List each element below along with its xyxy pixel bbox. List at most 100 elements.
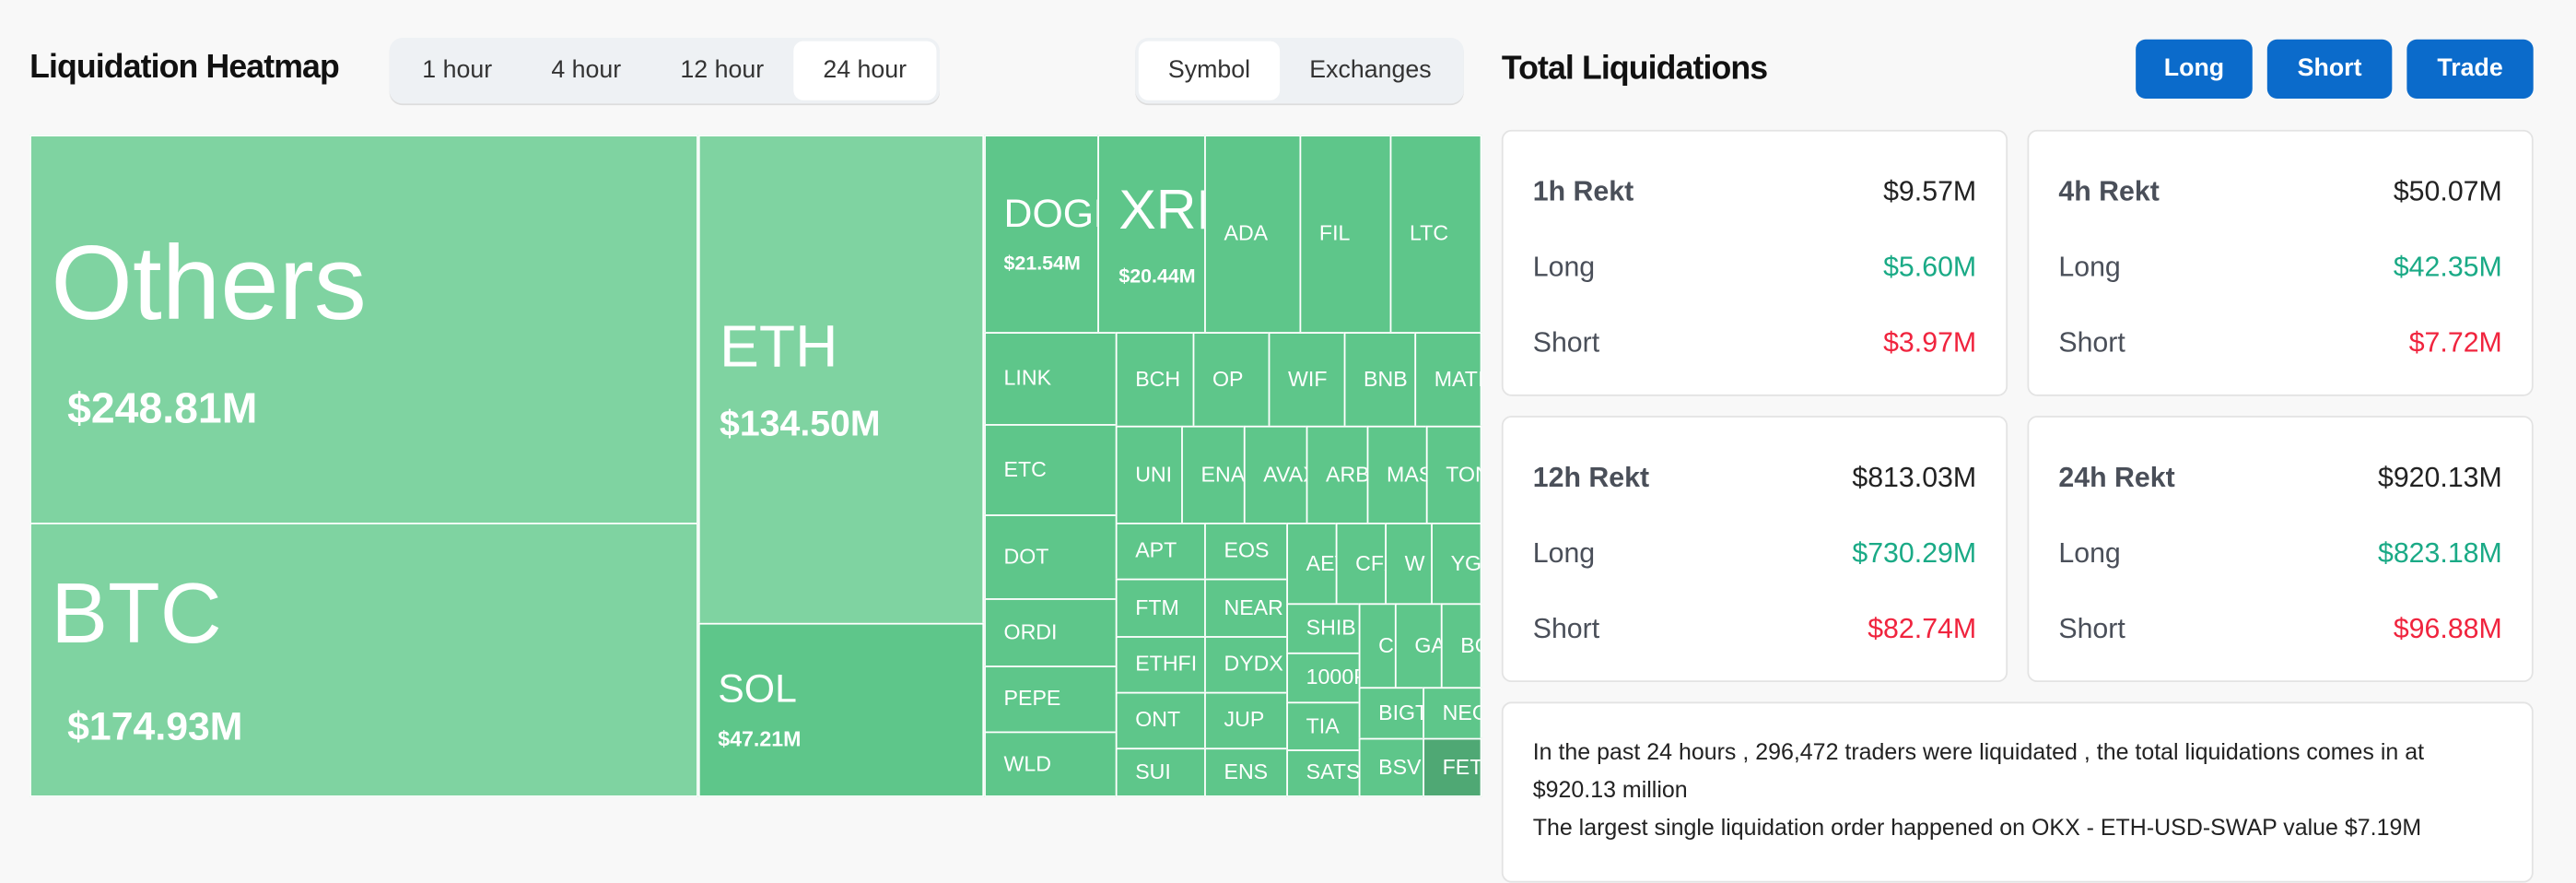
treemap-tile-1000pepe[interactable]: 1000PEPE xyxy=(1286,652,1361,704)
short-row: Short $3.97M xyxy=(1533,327,1976,360)
summary-text: In the past 24 hours , 296,472 traders w… xyxy=(1532,737,2425,803)
treemap-tile-jup[interactable]: JUP xyxy=(1204,691,1289,750)
tab-12-hour[interactable]: 12 hour xyxy=(680,55,765,84)
tab-24-hour[interactable]: 24 hour xyxy=(793,41,937,100)
treemap-tile-fil[interactable]: FIL xyxy=(1299,135,1392,334)
treemap-tile-arb[interactable]: ARB xyxy=(1306,425,1369,524)
treemap-tile-ordi[interactable]: ORDI xyxy=(984,598,1118,667)
tile-symbol: NEO xyxy=(1442,700,1481,725)
treemap-tile-near[interactable]: NEAR xyxy=(1204,578,1289,638)
tile-value: $134.50M xyxy=(720,402,881,444)
treemap-tile-avax[interactable]: AVAX xyxy=(1243,425,1308,524)
treemap-tile-bome[interactable]: BOME xyxy=(1440,603,1482,689)
treemap-tile-eos[interactable]: EOS xyxy=(1204,523,1289,581)
treemap-tile-neo[interactable]: NEO xyxy=(1423,687,1482,740)
tile-symbol: JUP xyxy=(1224,707,1265,733)
treemap-tile-ftm[interactable]: FTM xyxy=(1115,578,1206,638)
short-label: Short xyxy=(1532,326,1600,359)
tab-4-hour[interactable]: 4 hour xyxy=(551,55,622,84)
treemap-tile-ada[interactable]: ADA xyxy=(1204,135,1302,334)
head-label: 4h Rekt xyxy=(2058,175,2160,207)
treemap-tile-matic[interactable]: MATIC xyxy=(1414,332,1482,428)
short-row: Short $7.72M xyxy=(2058,327,2501,360)
tile-symbol: ETH xyxy=(720,312,838,381)
treemap-tile-gala[interactable]: GALA xyxy=(1394,603,1443,689)
treemap-tile-uni[interactable]: UNI xyxy=(1115,425,1183,524)
treemap-tile-shib[interactable]: SHIB xyxy=(1286,603,1361,654)
short-label: Short xyxy=(2058,326,2125,359)
treemap-tile-btc[interactable]: BTC $174.93M xyxy=(29,523,698,797)
treemap-tile-bnb[interactable]: BNB xyxy=(1343,332,1417,428)
treemap-tile-dydx[interactable]: DYDX xyxy=(1204,636,1289,694)
tile-symbol: BNB xyxy=(1364,366,1408,392)
treemap-tile-sol[interactable]: SOL $47.21M xyxy=(697,622,985,797)
treemap-tile-sats[interactable]: SATS xyxy=(1286,749,1361,797)
treemap-tile-sui[interactable]: SUI xyxy=(1115,748,1206,797)
treemap-tile-doge[interactable]: DOGE $21.54M xyxy=(984,135,1099,334)
short-button[interactable]: Short xyxy=(2266,39,2393,99)
short-label: Short xyxy=(2058,613,2125,645)
treemap-tile-etc[interactable]: ETC xyxy=(984,424,1118,516)
treemap-tile-comp[interactable]: COMP xyxy=(1358,603,1397,689)
short-value: $96.88M xyxy=(2393,613,2502,645)
treemap-tile-cfx[interactable]: CFX xyxy=(1335,523,1388,606)
head-value: $9.57M xyxy=(1883,175,1977,207)
treemap-tile-link[interactable]: LINK xyxy=(984,332,1118,426)
long-value: $5.60M xyxy=(1883,251,1977,283)
tile-symbol: BOME xyxy=(1460,632,1480,658)
tile-symbol: AEVO xyxy=(1306,550,1336,575)
tile-symbol: COMP xyxy=(1378,632,1395,658)
treemap-tile-aevo[interactable]: AEVO xyxy=(1286,523,1338,606)
treemap-tile-pepe[interactable]: PEPE xyxy=(984,665,1118,734)
trade-button[interactable]: Trade xyxy=(2406,39,2534,99)
head-value: $813.03M xyxy=(1852,462,1977,493)
treemap-tile-ens[interactable]: ENS xyxy=(1204,748,1289,797)
long-row: Long $42.35M xyxy=(2058,252,2501,285)
tile-symbol: FET xyxy=(1442,754,1482,779)
total-liquidations-title: Total Liquidations xyxy=(1501,51,1768,88)
treemap-tile-dot[interactable]: DOT xyxy=(984,514,1118,600)
head-row: 1h Rekt $9.57M xyxy=(1533,176,1976,209)
treemap-tile-tia[interactable]: TIA xyxy=(1286,701,1361,751)
treemap-tile-eth[interactable]: ETH $134.50M xyxy=(697,135,985,625)
long-value: $730.29M xyxy=(1852,537,1977,569)
treemap-tile-fet[interactable]: FET xyxy=(1423,737,1482,797)
head-value: $50.07M xyxy=(2393,175,2502,207)
short-value: $82.74M xyxy=(1868,613,1977,645)
treemap-tile-ethfi[interactable]: ETHFI xyxy=(1115,636,1206,694)
tile-symbol: UNI xyxy=(1135,461,1173,487)
treemap-tile-xrp[interactable]: XRP $20.44M xyxy=(1097,135,1206,334)
treemap-tile-wld[interactable]: WLD xyxy=(984,731,1118,797)
treemap-tile-apt[interactable]: APT xyxy=(1115,523,1206,581)
treemap-tile-bigtime[interactable]: BIGTIME xyxy=(1358,687,1425,740)
treemap-tile-op[interactable]: OP xyxy=(1192,332,1270,428)
treemap-tile-ena[interactable]: ENA xyxy=(1181,425,1246,524)
summary-card: In the past 24 hours , 296,472 traders w… xyxy=(1501,701,2534,883)
tile-value: $21.54M xyxy=(1003,251,1081,275)
tab-1-hour[interactable]: 1 hour xyxy=(422,55,493,84)
treemap-tile-ont[interactable]: ONT xyxy=(1115,691,1206,750)
treemap-tile-w[interactable]: W xyxy=(1385,523,1433,606)
tile-value: $248.81M xyxy=(67,383,258,433)
rekt-card-12h: 12h Rekt $813.03M Long $730.29M Short $82.74M xyxy=(1501,416,2008,683)
treemap-tile-wif[interactable]: WIF xyxy=(1268,332,1346,428)
long-button[interactable]: Long xyxy=(2136,39,2253,99)
treemap-tile-others[interactable]: Others $248.81M xyxy=(29,135,698,524)
tile-symbol: BTC xyxy=(51,567,222,663)
treemap-tile-bsv[interactable]: BSV xyxy=(1358,737,1425,797)
tab-symbol[interactable]: Symbol xyxy=(1138,41,1281,100)
tile-symbol: DYDX xyxy=(1224,651,1283,677)
tile-symbol: NEAR xyxy=(1224,595,1283,619)
treemap-tile-mask[interactable]: MASK xyxy=(1366,425,1428,524)
tile-symbol: 1000PEPE xyxy=(1306,665,1359,689)
tile-symbol: OP xyxy=(1212,366,1244,392)
treemap-tile-ltc[interactable]: LTC xyxy=(1389,135,1482,334)
tile-symbol: FTM xyxy=(1135,595,1179,619)
tab-exchanges[interactable]: Exchanges xyxy=(1309,55,1432,84)
long-label: Long xyxy=(2058,251,2121,283)
treemap-tile-ygg[interactable]: YGG xyxy=(1431,523,1482,606)
tile-symbol: DOGE xyxy=(1003,193,1098,238)
tile-symbol: XRP xyxy=(1118,179,1204,241)
treemap-tile-ton[interactable]: TON xyxy=(1425,425,1482,524)
treemap-tile-bch[interactable]: BCH xyxy=(1115,332,1195,428)
